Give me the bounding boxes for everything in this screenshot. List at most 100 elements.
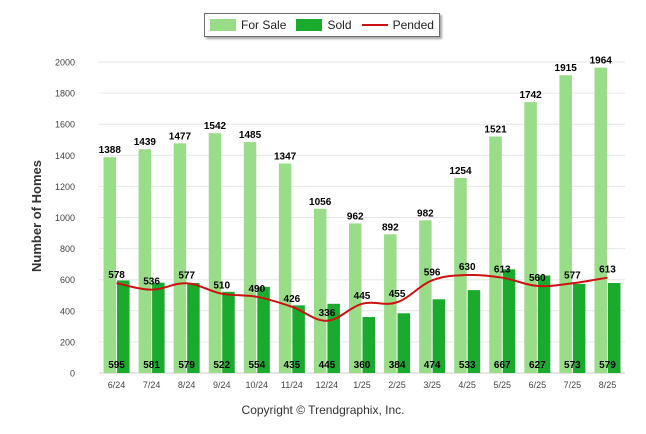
legend-item-for-sale: For Sale [210,18,286,32]
y-tick-label: 1200 [55,182,75,192]
y-tick-label: 400 [60,306,75,316]
x-tick-label: 12/24 [316,380,339,390]
sold-value-label: 384 [389,360,406,371]
y-tick-label: 800 [60,244,75,254]
legend-label-sold: Sold [327,18,352,32]
for-sale-value-label: 1915 [555,63,578,74]
pended-value-label: 596 [424,267,441,278]
x-tick-label: 7/25 [564,380,582,390]
sold-bar [467,290,481,373]
sold-bar [432,299,446,373]
x-tick-label: 3/25 [423,380,441,390]
for-sale-value-label: 1477 [169,131,192,142]
sold-bar [572,283,586,373]
x-tick-label: 8/24 [178,380,196,390]
pended-value-label: 577 [564,270,581,281]
pended-swatch [361,24,388,26]
x-tick-label: 1/25 [353,380,371,390]
for-sale-value-label: 1742 [519,90,542,101]
grid [99,61,625,374]
for-sale-value-label: 1521 [484,124,507,135]
for-sale-value-label: 892 [382,222,399,233]
pended-value-label: 445 [354,291,371,302]
for-sale-bar [419,220,432,373]
sold-bar [397,313,411,373]
pended-value-label: 613 [494,265,511,276]
x-tick-label: 10/24 [246,380,269,390]
for-sale-bar [559,75,572,373]
sold-bar [292,305,305,373]
legend-item-sold: Sold [296,18,352,32]
y-tick-label: 200 [60,337,75,347]
for-sale-value-label: 1254 [449,166,472,177]
for-sale-bar [173,143,187,373]
for-sale-bar [278,163,292,373]
y-tick-label: 2000 [55,58,75,68]
sold-value-label: 435 [284,360,301,371]
pended-value-label: 613 [599,265,616,276]
for-sale-swatch [210,19,237,31]
pended-value-label: 630 [459,262,476,273]
for-sale-value-label: 1347 [274,152,297,163]
x-tick-label: 9/24 [213,380,231,390]
x-tick-label: 7/24 [143,380,161,390]
sold-value-label: 581 [143,360,160,371]
for-sale-value-label: 1388 [99,145,122,156]
data-labels: 1388 595 1439 581 1477 579 1542 522 1485 554 1347 4… [99,56,617,371]
sold-value-label: 474 [424,360,441,371]
legend-label-pended: Pended [392,18,434,32]
pended-value-label: 336 [319,308,336,319]
legend-item-pended: Pended [361,18,434,32]
sold-value-label: 445 [319,360,336,371]
pended-value-label: 510 [213,281,230,292]
y-tick-label: 1800 [55,89,75,99]
sold-bar [537,275,551,373]
pended-value-label: 577 [178,270,195,281]
for-sale-bar [313,208,327,373]
y-tick-label: 1600 [55,120,75,130]
sold-value-label: 573 [564,360,581,371]
for-sale-bar [138,149,152,373]
pended-value-label: 426 [284,294,301,305]
sold-bar [502,269,516,373]
for-sale-bar [103,157,117,373]
x-tick-label: 4/25 [458,380,476,390]
for-sale-bar [208,133,222,373]
sold-bar [152,282,165,373]
sold-bar [222,291,235,373]
sold-value-label: 533 [459,360,476,371]
sold-value-label: 579 [178,360,195,371]
pended-value-label: 578 [108,270,125,281]
y-tick-label: 0 [70,369,75,379]
x-tick-label: 6/24 [108,380,126,390]
sold-bar [607,282,621,373]
y-tick-label: 1000 [55,213,75,223]
sold-value-label: 579 [599,360,616,371]
legend: For Sale Sold Pended [204,13,440,37]
for-sale-bar [524,102,537,373]
pended-value-label: 536 [143,277,160,288]
y-axis: 0 200 400 600 800 1000 1200 1400 1600 1800 2000 [55,58,75,379]
for-sale-bar [489,136,502,373]
for-sale-value-label: 1439 [134,137,157,148]
x-tick-label: 6/25 [529,380,547,390]
for-sale-value-label: 1542 [204,121,227,132]
sold-value-label: 522 [213,360,230,371]
for-sale-value-label: 962 [347,211,364,222]
sold-swatch [296,19,323,31]
sold-bar [187,282,200,373]
pended-line-path [116,273,608,322]
sold-value-label: 360 [354,360,371,371]
for-sale-value-label: 1485 [239,130,262,141]
for-sale-value-label: 982 [417,208,434,219]
pended-value-label: 560 [529,273,546,284]
sold-bar [362,317,375,373]
for-sale-value-label: 1056 [309,197,332,208]
for-sale-bar [349,223,362,373]
pended-value-label: 455 [389,289,406,300]
sold-value-label: 667 [494,360,511,371]
sold-value-label: 554 [248,360,265,371]
sold-bar [117,280,130,373]
for-sale-value-label: 1964 [590,56,613,67]
y-tick-label: 600 [60,275,75,285]
